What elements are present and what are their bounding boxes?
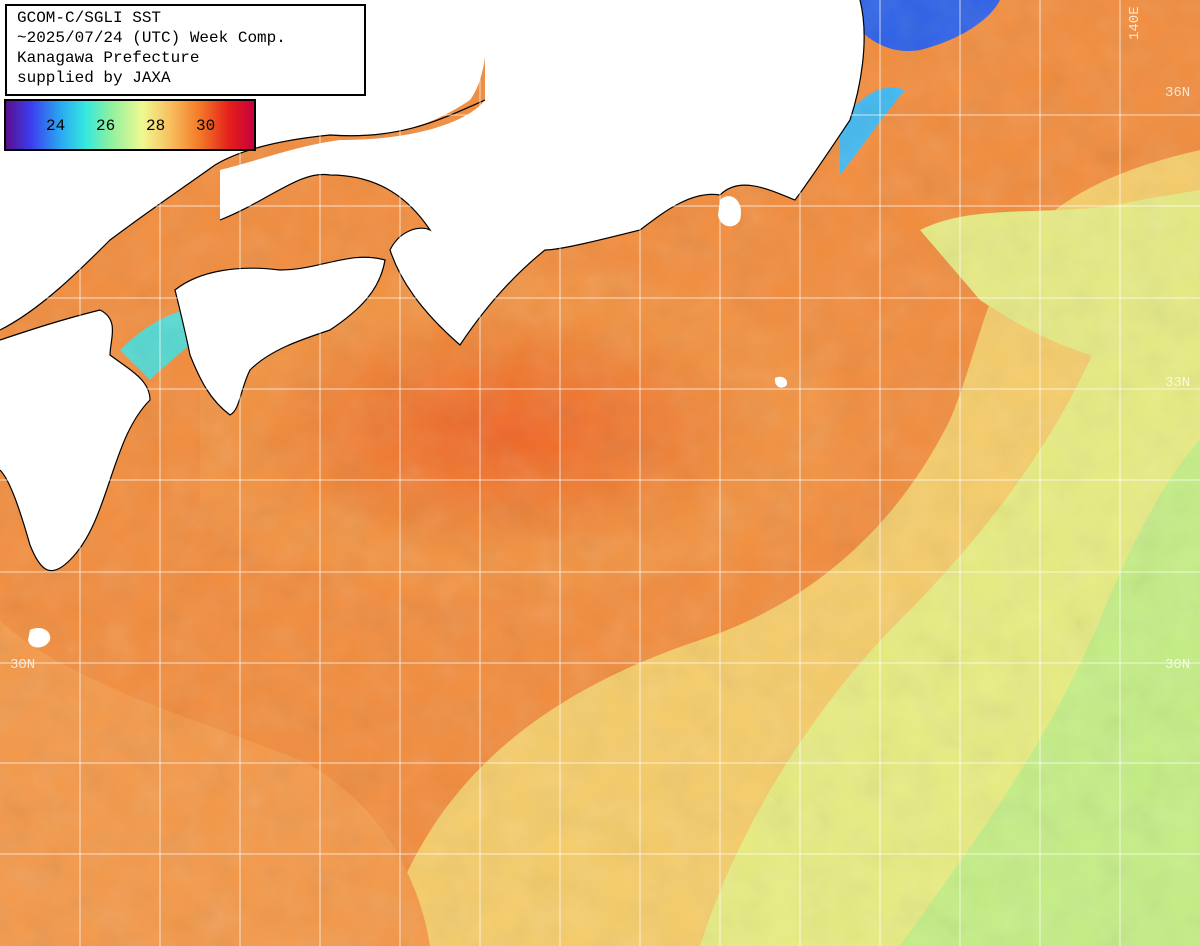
title-line-1: GCOM-C/SGLI SST [17,9,162,27]
lat-label-36n: 36N [1165,85,1190,101]
legend-tick-28: 28 [146,117,166,135]
legend-tick-26: 26 [96,117,116,135]
title-line-4: supplied by JAXA [17,69,171,87]
lon-label-135e: 135E [485,6,501,40]
land-honshu [220,0,865,345]
island-awaji [470,158,495,190]
land-shikoku [175,257,385,415]
island-west [10,378,29,397]
land-kyushu [0,310,150,571]
island-south [28,628,51,648]
lat-label-30n-left: 30N [10,657,35,673]
island-hachijo [774,376,788,388]
lon-label-140e: 140E [1127,6,1143,40]
lat-label-33n: 33N [1165,375,1190,391]
lat-label-33-left: 33 [12,375,29,391]
legend-tick-24: 24 [46,117,66,135]
lat-label-30n: 30N [1165,657,1190,673]
legend-tick-30: 30 [196,117,216,135]
title-box: GCOM-C/SGLI SST ~2025/07/24 (UTC) Week C… [5,4,366,96]
title-line-3: Kanagawa Prefecture [17,49,200,67]
color-scale-legend: 24 26 28 30 [4,99,256,151]
title-line-2: ~2025/07/24 (UTC) Week Comp. [17,29,286,47]
island-izu [718,196,741,227]
